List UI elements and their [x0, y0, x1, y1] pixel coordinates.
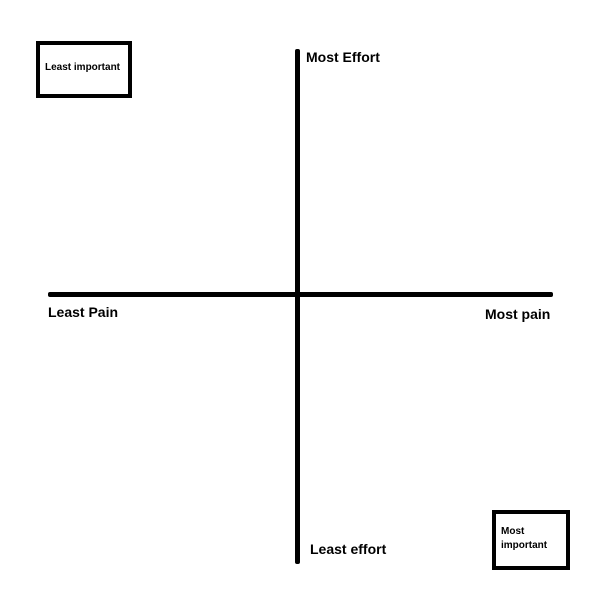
- pain-axis-line: [48, 292, 553, 297]
- least-effort-label: Least effort: [310, 541, 387, 557]
- least-important-label: Least important: [45, 62, 121, 73]
- most-important-label: Most important: [501, 526, 548, 551]
- effort-axis-line: [295, 49, 300, 564]
- most-effort-label: Most Effort: [306, 49, 380, 65]
- least-important-box: Least important: [36, 41, 132, 98]
- most-pain-label: Most pain: [485, 306, 551, 322]
- most-important-box: Most important: [492, 510, 570, 570]
- least-pain-label: Least Pain: [48, 304, 119, 320]
